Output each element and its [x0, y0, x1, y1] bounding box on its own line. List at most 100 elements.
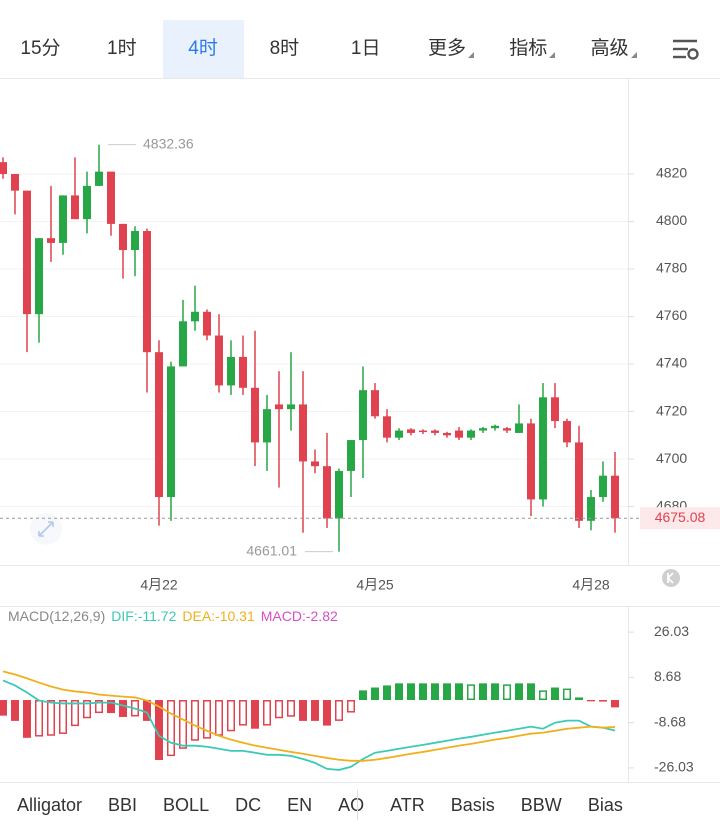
candle-body: [167, 366, 175, 498]
timeframe-tab[interactable]: 更多: [407, 20, 488, 78]
candle-body: [83, 185, 91, 220]
indicator-tab[interactable]: BOLL: [163, 795, 210, 815]
y-tick-label: 4780: [656, 260, 687, 276]
settings-icon[interactable]: [673, 39, 699, 60]
candle-body: [335, 470, 343, 519]
x-tick-label: 4月28: [572, 577, 610, 593]
timeframe-tab[interactable]: 8时: [269, 38, 300, 59]
macd-bar: [395, 683, 403, 701]
candle-body: [95, 171, 103, 186]
timeframe-bar: 15分 1时 4时 8时 1日 更多 指标 高级: [0, 0, 720, 79]
candle-body: [515, 423, 523, 433]
candle-body: [71, 195, 79, 220]
candle-body: [575, 442, 583, 521]
indicator-tab[interactable]: EN: [287, 795, 313, 815]
timeframe-tab[interactable]: 1日: [350, 38, 381, 59]
y-tick-label: 4720: [656, 402, 687, 418]
candle-body: [563, 421, 571, 443]
candle-body: [383, 416, 391, 438]
timeframe-tab[interactable]: 15分: [20, 38, 61, 59]
candle-body: [11, 174, 19, 191]
macd-bar: [59, 700, 67, 734]
candle-body: [299, 404, 307, 462]
candle-body: [371, 390, 379, 417]
candle-body: [503, 428, 511, 431]
macd-bar: [491, 683, 499, 701]
y-tick-label: 4700: [656, 450, 687, 466]
macd-bar: [503, 684, 511, 701]
expand-icon[interactable]: [30, 513, 62, 545]
candle-body: [287, 404, 295, 410]
macd-bar: [575, 697, 583, 701]
indicator-tab[interactable]: Alligator: [17, 795, 83, 815]
timeframe-tab[interactable]: 4时: [162, 20, 244, 78]
macd-bar: [455, 683, 463, 701]
candle-body: [203, 311, 211, 336]
macd-bar: [587, 700, 595, 702]
candle-body: [119, 223, 127, 251]
macd-bar: [599, 700, 607, 702]
candle-body: [59, 195, 67, 243]
y-tick-label: -8.68: [654, 713, 686, 729]
macd-bar: [263, 700, 271, 726]
indicator-tab[interactable]: DC: [235, 795, 262, 815]
candle-body: [527, 423, 535, 500]
candle-body: [419, 430, 427, 433]
macd-bar: [527, 683, 535, 701]
macd-bar: [407, 683, 415, 701]
candle-body: [275, 404, 283, 410]
indicator-tab[interactable]: ATR: [390, 795, 425, 815]
logo-k: [662, 569, 680, 587]
y-tick-label: 4820: [656, 165, 687, 181]
candle-body: [47, 238, 55, 243]
candle-body: [0, 162, 7, 175]
macd-line: [2, 670, 616, 762]
candle-body: [35, 238, 43, 315]
timeframe-tab[interactable]: 1时: [107, 38, 137, 59]
macd-bar: [191, 700, 199, 741]
macd-bar: [467, 684, 475, 701]
y-tick-label: 4760: [656, 307, 687, 323]
macd-bar: [371, 687, 379, 701]
macd-bar: [383, 685, 391, 701]
y-tick-label: -26.03: [654, 759, 694, 775]
macd-line: [2, 679, 616, 771]
macd-bar: [299, 700, 307, 721]
candle-body: [587, 497, 595, 521]
indicator-bar: Alligator BBI BOLL DC EN AO ATR Basis BBW Bias: [0, 782, 720, 827]
candle-body: [263, 409, 271, 443]
macd-bar: [515, 683, 523, 701]
indicator-tab[interactable]: BBI: [108, 795, 138, 815]
macd-bar: [275, 700, 283, 719]
candle-body: [143, 231, 151, 353]
indicator-tab[interactable]: AO: [338, 795, 365, 815]
timeframe-tab[interactable]: 指标: [488, 20, 569, 78]
indicator-tab[interactable]: Bias: [587, 795, 623, 815]
macd-bar: [479, 683, 487, 701]
macd-bar: [359, 690, 367, 701]
macd-bar: [203, 700, 211, 739]
macd-bar: [47, 700, 55, 736]
timeframe-tab[interactable]: 高级: [569, 20, 650, 78]
candle-body: [455, 430, 463, 438]
candle-body: [251, 387, 259, 443]
macd-bar: [287, 700, 295, 717]
indicator-tab[interactable]: BBW: [520, 795, 562, 815]
macd-bar: [179, 700, 187, 749]
y-tick-label: 26.03: [654, 623, 689, 639]
macd-bar: [215, 700, 223, 736]
macd-bar: [23, 700, 31, 738]
high-label: 4832.36: [143, 135, 194, 151]
legend-item: DIF:-11.72: [111, 608, 176, 624]
candle-body: [539, 397, 547, 500]
candle-body: [239, 356, 247, 388]
legend-item: DEA:-10.31: [182, 608, 255, 624]
indicator-tab[interactable]: Basis: [450, 795, 495, 815]
low-label: 4661.01: [246, 542, 297, 558]
macd-bar: [539, 690, 547, 701]
legend-item: MACD:-2.82: [261, 608, 338, 624]
candle-body: [395, 430, 403, 438]
candle-body: [311, 461, 319, 467]
y-tick-label: 4800: [656, 212, 687, 228]
